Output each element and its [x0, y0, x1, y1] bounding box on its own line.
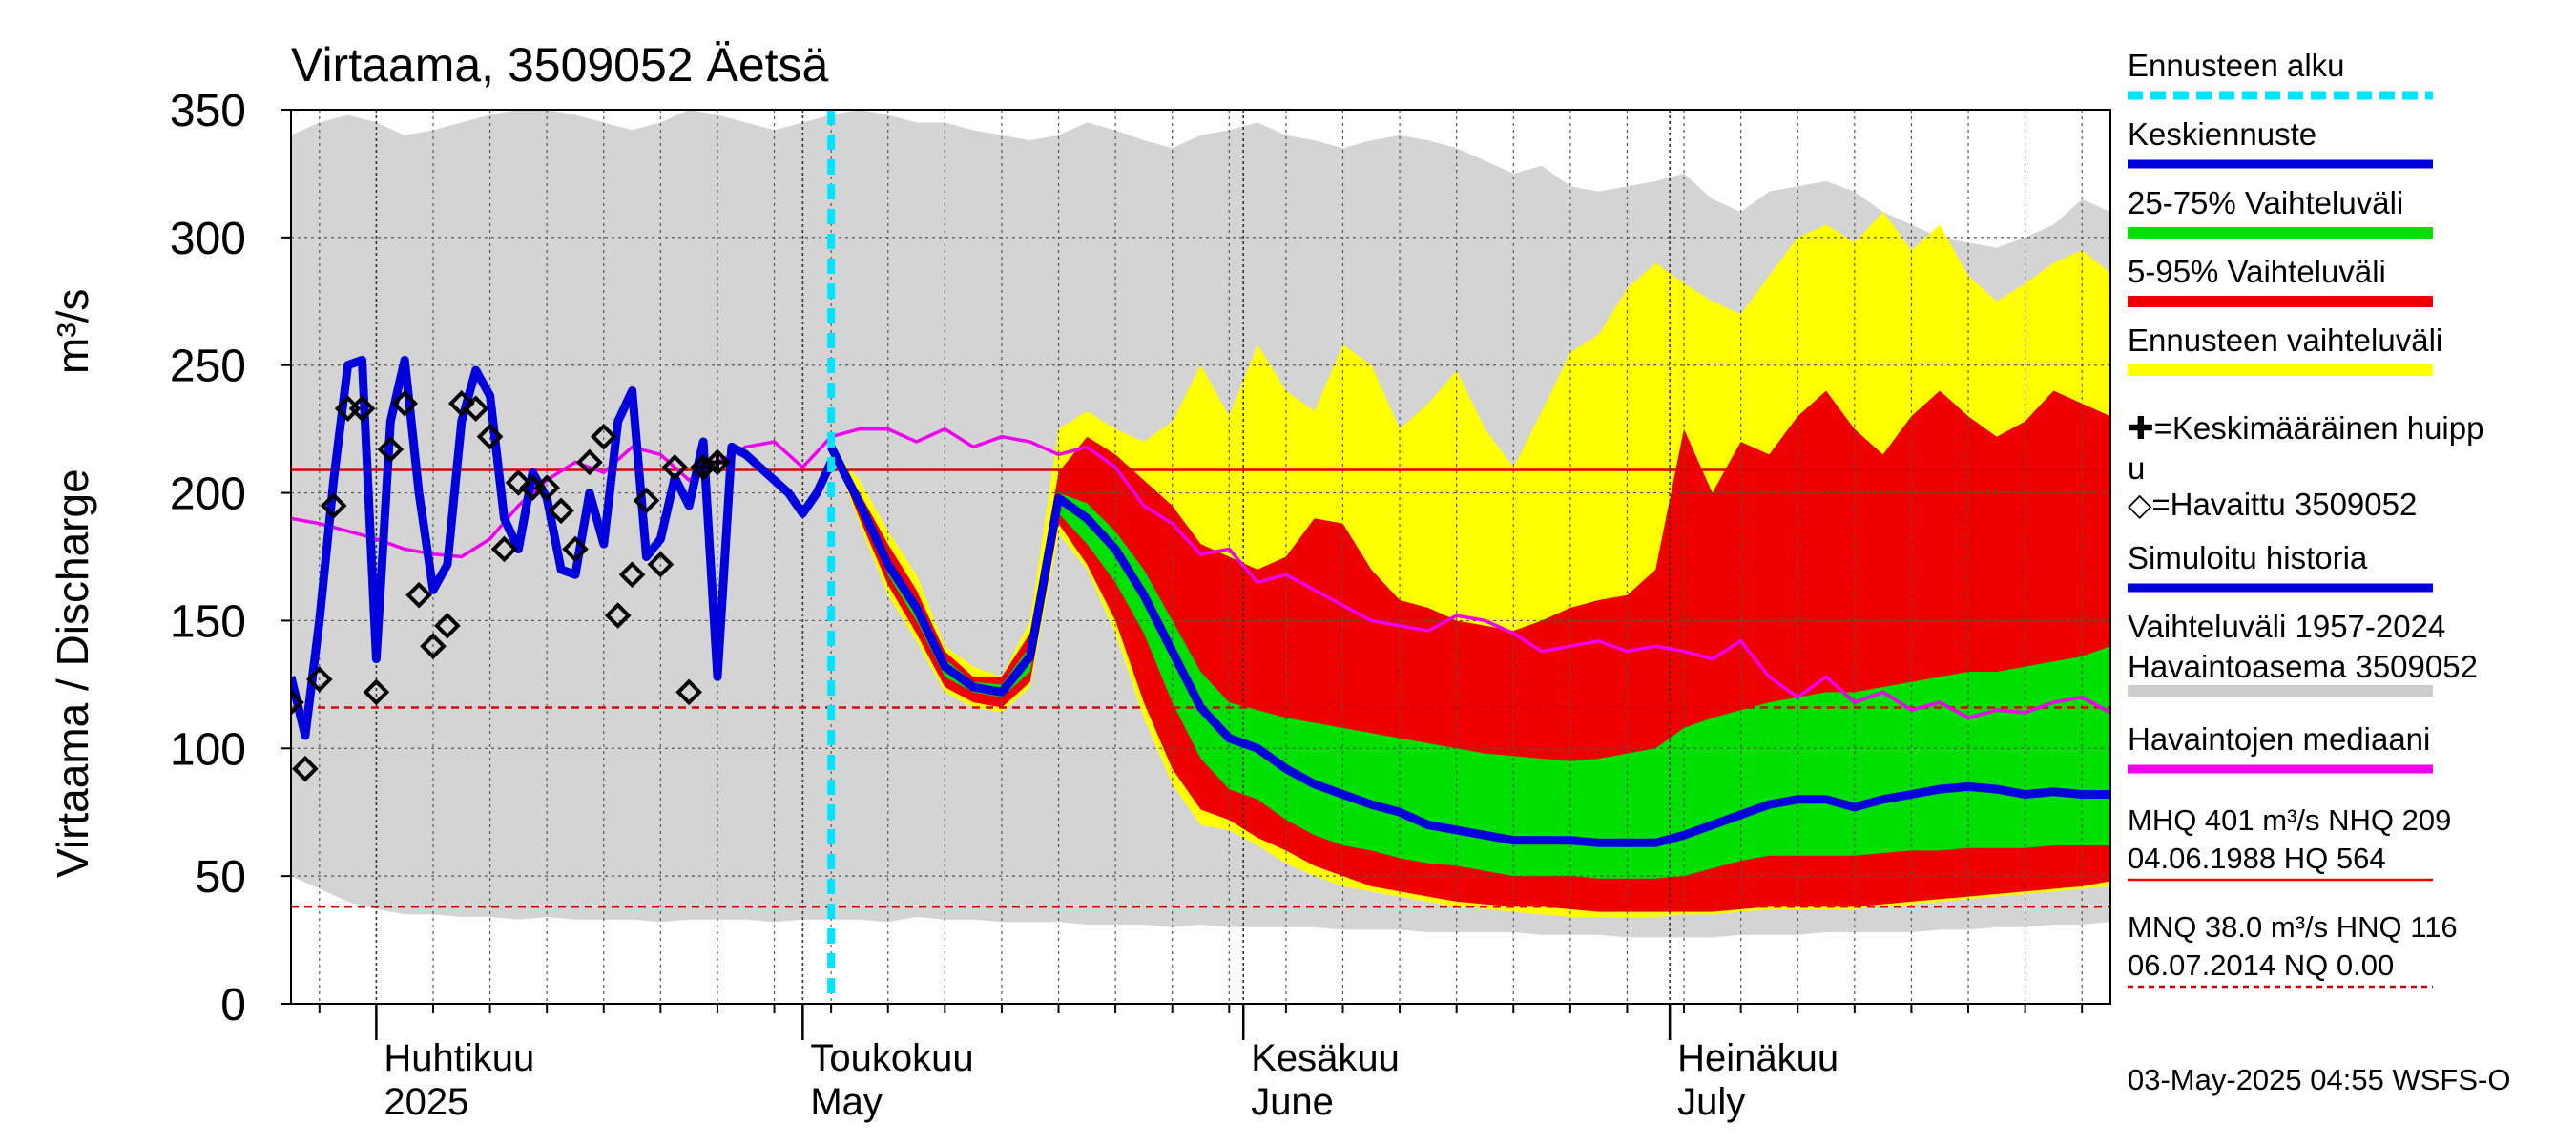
observed-point	[533, 474, 561, 502]
y-tick-label: 350	[170, 86, 246, 136]
legend-label: 25-75% Vaihteluväli	[2128, 185, 2403, 220]
observed-point	[363, 678, 390, 706]
y-tick-label: 50	[196, 852, 246, 903]
mean-peak-marker	[696, 459, 712, 475]
x-month-sublabel: 2025	[384, 1081, 468, 1123]
y-tick-label: 0	[220, 980, 246, 1030]
observed-point	[576, 448, 603, 476]
band-25-75-area	[831, 447, 2110, 879]
y-tick-label: 300	[170, 214, 246, 264]
observed-point	[675, 678, 702, 706]
x-month-label: Heinäkuu	[1677, 1037, 1839, 1079]
x-month-label: Toukokuu	[810, 1037, 973, 1079]
observed-point	[661, 453, 689, 481]
y-axis-label: Virtaama / Discharge	[48, 468, 97, 878]
observed-point	[476, 423, 504, 450]
stats-line: 06.07.2014 NQ 0.00	[2128, 948, 2394, 982]
observed-point	[447, 390, 475, 417]
footer-timestamp: 03-May-2025 04:55 WSFS-O	[2128, 1063, 2510, 1096]
legend-label: Havaintojen mediaani	[2128, 721, 2430, 757]
observed-point	[590, 423, 617, 450]
observed-point	[377, 436, 405, 463]
observed-point	[548, 497, 574, 525]
legend-label: Ennusteen alku	[2128, 48, 2345, 83]
y-tick-label: 250	[170, 342, 246, 392]
y-tick-label: 100	[170, 724, 246, 775]
observed-point	[462, 395, 489, 423]
x-month-label: Huhtikuu	[384, 1037, 534, 1079]
observed-point	[618, 561, 646, 589]
observed-point	[420, 633, 447, 660]
observed-point	[633, 487, 660, 514]
observed-point	[562, 535, 589, 563]
legend-label: Simuloitu historia	[2128, 540, 2368, 575]
legend-label: ✚=Keskimääräinen huipp	[2128, 410, 2483, 446]
legend-label: Vaihteluväli 1957-2024	[2128, 609, 2445, 644]
forecast-median-line	[827, 445, 2110, 847]
y-tick-label: 200	[170, 469, 246, 520]
stats-line: MNQ 38.0 m³/s HNQ 116	[2128, 910, 2458, 944]
legend-label: Ennusteen vaihteluväli	[2128, 323, 2442, 358]
simulated-history-line	[291, 355, 836, 740]
stats-line: MHQ 401 m³/s NHQ 209	[2128, 803, 2451, 837]
x-month-sublabel: July	[1677, 1081, 1745, 1123]
observed-point	[647, 551, 675, 578]
legend-label-continued: u	[2128, 450, 2145, 486]
mean-peak-marker	[709, 454, 725, 470]
observed-point	[320, 492, 347, 519]
observed-point	[704, 448, 731, 476]
x-month-sublabel: June	[1251, 1081, 1334, 1123]
observed-point	[434, 612, 461, 639]
observed-point	[505, 469, 532, 496]
observed-point	[405, 581, 432, 609]
observed-point	[391, 390, 419, 417]
observed-point	[604, 602, 632, 629]
observed-point	[305, 666, 333, 693]
plot-frame	[290, 109, 2111, 1005]
chart-title: Virtaama, 3509052 Äetsä	[291, 38, 829, 92]
plot-area	[291, 110, 2110, 1004]
legend-label: ◇=Havaittu 3509052	[2128, 487, 2417, 522]
x-month-label: Kesäkuu	[1251, 1037, 1400, 1079]
observed-point	[348, 395, 376, 423]
stats-line: 04.06.1988 HQ 564	[2128, 842, 2386, 875]
observed-point	[292, 755, 319, 782]
legend-label: Keskiennuste	[2128, 116, 2316, 152]
plot-series	[291, 110, 2110, 1004]
legend: Ennusteen alku Keskiennuste 25-75% Vaihtel…	[2128, 48, 2483, 989]
observed-point	[490, 535, 518, 563]
legend-label-continued: Havaintoasema 3509052	[2128, 649, 2478, 684]
observed-point	[291, 689, 304, 716]
legend-label: 5-95% Vaihteluväli	[2128, 254, 2386, 289]
x-month-sublabel: May	[810, 1081, 883, 1123]
y-axis-unit: m³/s	[48, 289, 97, 374]
y-tick-label: 150	[170, 596, 246, 647]
